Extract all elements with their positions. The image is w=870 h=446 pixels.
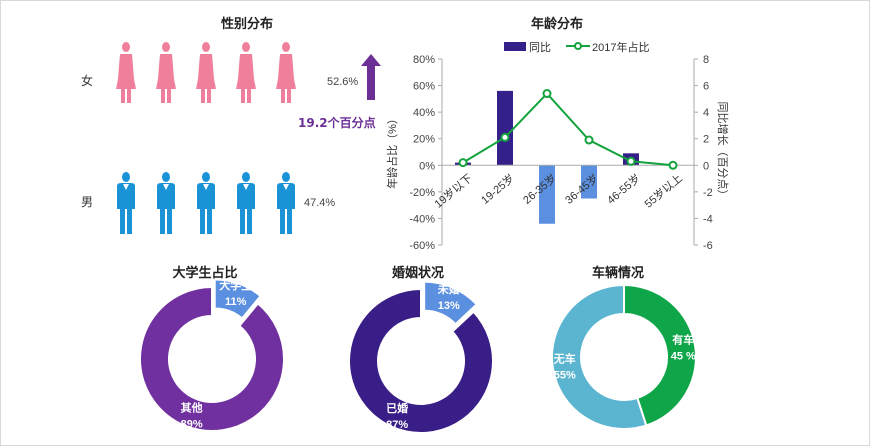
donut-slice <box>423 280 479 326</box>
line-point <box>584 135 594 145</box>
donut-slice <box>623 283 697 427</box>
male-person-icon <box>197 172 215 234</box>
legend-bar-label: 同比 <box>529 41 551 54</box>
age-chart-title: 年龄分布 <box>531 17 584 32</box>
male-person-icon <box>117 172 135 234</box>
slice-label: 无车 <box>553 351 576 365</box>
slice-label: 未婚 <box>437 282 460 296</box>
age-chart: 80%60%40%20%0%-20%-40%-60%86420-2-4-619岁… <box>385 40 730 252</box>
slice-value: 13% <box>438 300 460 312</box>
change-note: 19.2个百分点 <box>298 116 376 130</box>
female-pct: 52.6% <box>327 76 359 88</box>
donut-slice <box>348 287 494 434</box>
line-series <box>462 92 674 167</box>
legend-bar-swatch <box>504 42 526 51</box>
female-person-icon <box>236 42 256 103</box>
line-point <box>626 156 636 166</box>
female-person-icon <box>156 42 176 103</box>
slice-label: 已婚 <box>386 401 408 415</box>
female-person-icon <box>116 42 136 103</box>
male-person-icon <box>237 172 255 234</box>
donut-title: 车辆情况 <box>592 265 644 280</box>
line-point <box>542 89 552 99</box>
y-tick-label: -60% <box>409 240 435 252</box>
y2-tick-label: 0 <box>703 160 709 172</box>
slice-label: 大学生 <box>219 278 252 292</box>
y2-tick-label: 6 <box>703 81 709 93</box>
slice-value: 87% <box>386 419 408 431</box>
female-person-icon <box>276 42 296 103</box>
male-person-icon <box>277 172 295 234</box>
legend-line-marker <box>574 42 582 50</box>
gender-title: 性别分布 <box>221 17 274 32</box>
y-axis-label: 年龄占比（%） <box>385 113 399 189</box>
y2-tick-label: 4 <box>703 107 709 119</box>
slice-label: 有车 <box>672 333 694 347</box>
y2-tick-label: 2 <box>703 134 709 146</box>
donut-title: 大学生占比 <box>172 265 237 280</box>
legend-line-label: 2017年占比 <box>592 40 649 54</box>
y-tick-label: -40% <box>409 213 435 225</box>
y-tick-label: 20% <box>413 134 435 146</box>
bar <box>581 165 597 199</box>
slice-value: 45 % <box>671 351 696 363</box>
slice-value: 89% <box>181 418 203 430</box>
y-tick-label: 60% <box>413 81 435 93</box>
y2-tick-label: -4 <box>703 213 713 225</box>
y-tick-label: -20% <box>409 187 435 199</box>
male-label: 男 <box>81 195 94 209</box>
bar <box>539 165 555 224</box>
slice-value: 11% <box>225 296 247 308</box>
line-point <box>500 132 510 142</box>
y-tick-label: 80% <box>413 54 435 66</box>
y2-tick-label: 8 <box>703 54 709 66</box>
line-point <box>668 160 678 170</box>
line-point <box>458 158 468 168</box>
y2-axis-label: 同比增长（百分点） <box>716 102 730 201</box>
y2-tick-label: -6 <box>703 240 713 252</box>
female-label: 女 <box>81 74 94 88</box>
y-tick-label: 40% <box>413 107 435 119</box>
y-tick-label: 0% <box>419 160 435 172</box>
slice-value: 55% <box>554 369 576 381</box>
male-person-icon <box>157 172 175 234</box>
y2-tick-label: -2 <box>703 187 713 199</box>
donut-slice <box>213 278 263 320</box>
slice-label: 其他 <box>181 400 203 414</box>
up-arrow-icon <box>361 54 381 100</box>
donut-title: 婚姻状况 <box>392 265 444 280</box>
donut-slice <box>139 285 285 432</box>
female-person-icon <box>196 42 216 103</box>
bar <box>497 90 513 166</box>
donut-slice <box>551 283 648 430</box>
male-pct: 47.4% <box>304 197 336 209</box>
